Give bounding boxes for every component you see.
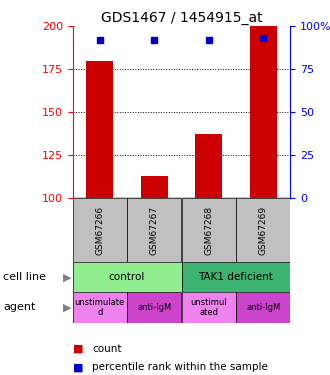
Text: count: count [92,344,122,354]
Text: control: control [109,272,145,282]
Bar [141,176,168,198]
Text: anti-IgM: anti-IgM [246,303,280,312]
Text: GSM67269: GSM67269 [259,206,268,255]
Bar [86,61,114,198]
Bar [236,198,290,262]
Bar [127,292,182,322]
Text: ▶: ▶ [63,303,71,312]
Text: ■: ■ [73,363,83,372]
Text: unstimul
ated: unstimul ated [190,298,227,317]
Bar [182,198,236,262]
Text: cell line: cell line [3,272,46,282]
Bar [249,26,277,198]
Bar [73,198,127,262]
Bar [182,262,290,292]
Bar [127,198,182,262]
Text: ■: ■ [73,344,83,354]
Text: anti-IgM: anti-IgM [137,303,171,312]
Bar [73,262,182,292]
Text: percentile rank within the sample: percentile rank within the sample [92,363,268,372]
Text: GSM67267: GSM67267 [150,206,159,255]
Text: ▶: ▶ [63,272,71,282]
Text: GSM67266: GSM67266 [95,206,104,255]
Bar [236,292,290,322]
Bar [195,135,222,198]
Text: GSM67268: GSM67268 [204,206,213,255]
Bar [73,292,127,322]
Title: GDS1467 / 1454915_at: GDS1467 / 1454915_at [101,11,262,25]
Text: TAK1 deficient: TAK1 deficient [199,272,273,282]
Text: unstimulate
d: unstimulate d [75,298,125,317]
Text: agent: agent [3,303,36,312]
Bar [182,292,236,322]
